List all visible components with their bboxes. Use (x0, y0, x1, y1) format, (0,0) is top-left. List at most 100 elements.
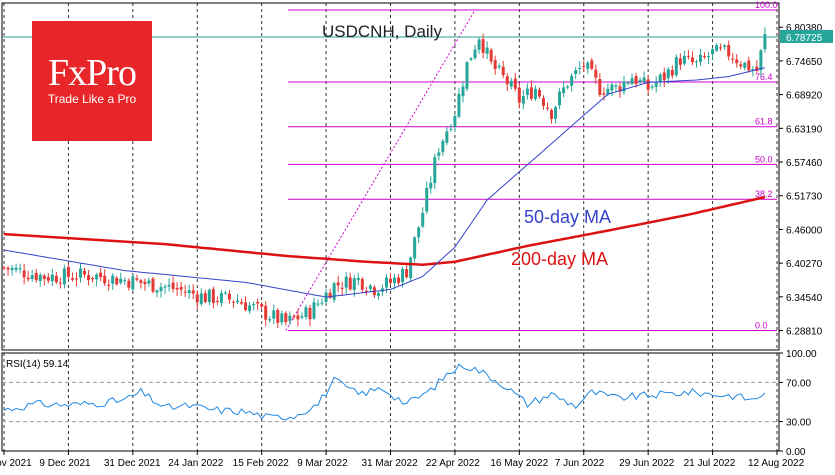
fib-trend-line (285, 9, 476, 331)
candle-body (46, 277, 50, 281)
candle-body (566, 86, 570, 88)
candle-body (95, 274, 99, 280)
candle-body (751, 69, 755, 71)
candle-body (497, 65, 501, 68)
candle-body (6, 267, 10, 270)
candle-body (260, 303, 264, 307)
candle-body (493, 60, 497, 70)
x-tick-label: 16 May 2022 (490, 458, 548, 469)
candle-body (30, 275, 34, 279)
candle-body (554, 107, 558, 119)
x-tick-label: 15 Feb 2022 (233, 458, 290, 469)
logo-tagline: Trade Like a Pro (47, 92, 137, 106)
candle-body (119, 278, 123, 283)
candle-body (397, 277, 401, 283)
candle-body (107, 284, 111, 286)
candle-body (236, 300, 240, 303)
candle-body (115, 277, 119, 285)
candle-body (570, 75, 574, 86)
candle-body (489, 49, 493, 62)
candle-body (658, 74, 662, 82)
last-price-label: 6.78725 (786, 33, 823, 44)
candle-body (147, 280, 151, 284)
ma50-line (3, 67, 766, 298)
candle-body (723, 45, 727, 47)
candle-body (344, 276, 348, 288)
candle-body (103, 275, 107, 284)
candle-body (654, 82, 658, 87)
candle-body (348, 277, 352, 290)
candle-body (300, 316, 304, 318)
y-tick-label: 6.34540 (786, 293, 823, 304)
candle-body (541, 98, 545, 106)
x-tick-label: 9 Mar 2022 (297, 458, 348, 469)
candle-body (465, 62, 469, 89)
x-tick-label: 24 Jan 2022 (168, 458, 223, 469)
candle-body (719, 47, 723, 49)
candle-body (207, 289, 211, 302)
candle-body (276, 310, 280, 323)
candle-body (421, 212, 425, 227)
fib-level-label: 50.0 (755, 154, 773, 164)
candle-body (231, 301, 235, 303)
candle-body (594, 69, 598, 78)
candle-body (211, 289, 215, 304)
candle-body (618, 86, 622, 92)
candle-body (626, 82, 630, 84)
x-tick-label: 9 Dec 2021 (39, 458, 91, 469)
ma200-annotation: 200-day MA (511, 249, 608, 269)
candle-body (356, 277, 360, 280)
candle-body (111, 275, 115, 284)
candle-body (449, 128, 453, 130)
candle-body (509, 80, 513, 87)
candle-body (747, 60, 751, 71)
rsi-line (3, 363, 766, 421)
candle-body (320, 302, 324, 304)
x-tick-label: 22 Apr 2022 (426, 458, 480, 469)
candle-body (336, 282, 340, 286)
candle-body (223, 292, 227, 294)
candle-body (429, 182, 433, 189)
candle-body (562, 87, 566, 94)
candle-body (739, 64, 743, 67)
candle-body (529, 87, 533, 99)
candle-body (79, 268, 83, 278)
fxpro-logo: FxPro Trade Like a Pro (32, 21, 152, 141)
candle-body (26, 277, 30, 280)
candle-body (91, 277, 95, 280)
candle-body (743, 62, 747, 68)
candle-body (123, 280, 127, 282)
candle-body (678, 58, 682, 65)
candle-body (602, 93, 606, 95)
candle-body (666, 69, 670, 79)
candle-body (662, 72, 666, 81)
candle-body (127, 280, 131, 288)
candle-body (215, 301, 219, 303)
y-tick-label: 6.74650 (786, 57, 823, 68)
candle-body (292, 316, 296, 318)
candle-body (533, 88, 537, 100)
candle-body (461, 86, 465, 97)
candle-body (755, 66, 759, 71)
candle-body (187, 290, 191, 294)
candle-body (711, 49, 715, 55)
candle-body (413, 237, 417, 259)
y-tick-label: 6.63190 (786, 124, 823, 135)
candle-body (606, 88, 610, 95)
candle-body (703, 55, 707, 57)
candle-body (376, 293, 380, 296)
candle-body (304, 307, 308, 318)
candle-body (598, 79, 602, 95)
last-price-tag (780, 29, 833, 43)
x-tick-label: 17 Nov 2021 (0, 458, 32, 469)
candle-body (199, 293, 203, 304)
candle-body (550, 110, 554, 119)
candle-body (650, 86, 654, 88)
candle-body (546, 107, 550, 109)
candle-body (62, 268, 66, 285)
candle-body (457, 93, 461, 117)
candle-body (74, 278, 78, 280)
candle-body (139, 280, 143, 283)
candle-body (735, 59, 739, 64)
y-tick-label: 6.28810 (786, 327, 823, 338)
